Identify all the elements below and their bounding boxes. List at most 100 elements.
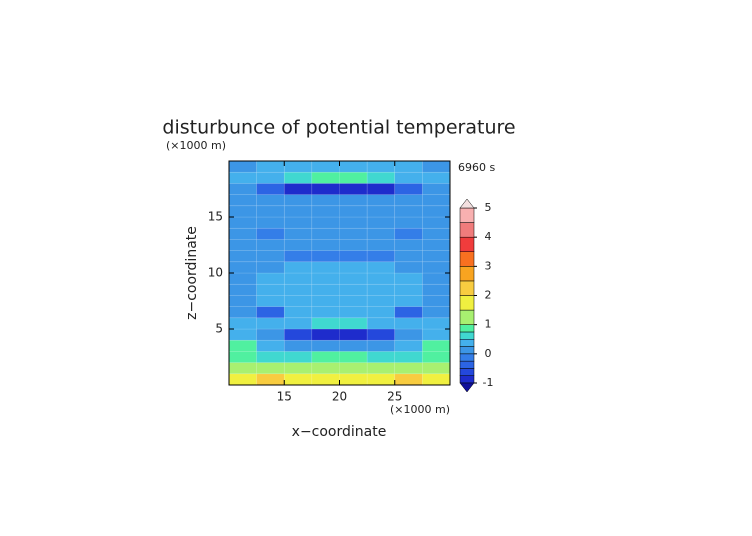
heat-cell: [256, 183, 285, 195]
heat-cell: [339, 194, 368, 207]
heat-cell: [283, 171, 313, 184]
heat-cell: [283, 183, 313, 195]
heat-cell: [256, 328, 285, 341]
heat-cell: [228, 317, 257, 330]
heat-cell: [394, 227, 423, 240]
heat-cell: [228, 272, 257, 285]
y-tick-label: 5: [215, 322, 223, 336]
colorbar-arrow-high: [459, 198, 475, 209]
heat-cell: [394, 317, 423, 330]
heat-cell: [256, 171, 285, 184]
colorbar-arrow-low: [459, 382, 475, 393]
heat-cell: [366, 205, 396, 218]
heat-cell: [422, 160, 451, 173]
heat-cell: [256, 194, 285, 207]
heat-cell: [394, 295, 423, 307]
heat-cell: [366, 306, 396, 319]
heat-cell: [311, 227, 340, 240]
heat-cell: [394, 183, 423, 195]
heat-cell: [366, 362, 396, 375]
heat-cell: [256, 339, 285, 352]
heat-cell: [311, 239, 340, 251]
heat-cell: [228, 205, 257, 218]
time-label: 6960 s: [458, 161, 495, 174]
heat-cell: [394, 339, 423, 352]
heat-cell: [422, 317, 451, 330]
heat-cell: [311, 194, 340, 207]
heat-cell: [283, 328, 313, 341]
y-tick-label: 15: [208, 210, 223, 224]
heat-cell: [422, 239, 451, 251]
heat-cell: [228, 339, 257, 352]
heat-cell: [256, 295, 285, 307]
heat-cell: [366, 160, 396, 173]
heat-cell: [256, 216, 285, 229]
heat-cell: [283, 216, 313, 229]
heat-cell: [283, 317, 313, 330]
heat-cell: [283, 362, 313, 375]
heat-cell: [311, 250, 340, 263]
heat-cell: [394, 250, 423, 263]
heat-cell: [311, 171, 340, 184]
colorbar-tick-label: 1: [485, 318, 492, 331]
chart-title: disturbunce of potential temperature: [162, 117, 515, 139]
heat-cell: [311, 183, 340, 195]
colorbar-band: [459, 266, 475, 282]
heat-cell: [366, 227, 396, 240]
heat-cell: [422, 362, 451, 375]
colorbar-band: [459, 375, 475, 384]
heat-cell: [422, 306, 451, 319]
heat-cell: [283, 306, 313, 319]
colorbar-band: [459, 331, 475, 340]
heat-cell: [339, 261, 368, 274]
heat-cell: [256, 283, 285, 296]
heat-cell: [394, 194, 423, 207]
heat-cell: [256, 205, 285, 218]
heat-cell: [366, 194, 396, 207]
heat-cell: [283, 272, 313, 285]
heat-cell: [256, 227, 285, 240]
y-axis-label: z−coordinate: [184, 226, 200, 320]
heat-cell: [339, 317, 368, 330]
heat-cell: [228, 239, 257, 251]
colorbar-tick-label: 5: [485, 201, 492, 214]
heat-cell: [394, 272, 423, 285]
heat-cell: [422, 339, 451, 352]
x-tick-label: 15: [277, 390, 292, 404]
heat-cell: [311, 295, 340, 307]
heat-cell: [228, 351, 257, 363]
heat-cell: [283, 295, 313, 307]
y-tick-label: 10: [208, 266, 223, 280]
heat-cell: [283, 227, 313, 240]
heat-cell: [228, 295, 257, 307]
heat-cell: [366, 250, 396, 263]
colorbar-band: [459, 207, 475, 223]
heat-cell: [366, 351, 396, 363]
heat-cell: [283, 339, 313, 352]
heat-cell: [422, 227, 451, 240]
heat-cell: [339, 306, 368, 319]
heat-cell: [339, 171, 368, 184]
heat-cell: [366, 183, 396, 195]
x-unit-label: (×1000 m): [390, 403, 450, 416]
heat-cell: [311, 160, 340, 173]
heat-cell: [422, 250, 451, 263]
heat-cell: [394, 328, 423, 341]
heat-cell: [256, 272, 285, 285]
colorbar-tick-label: 2: [485, 289, 492, 302]
heat-cell: [394, 362, 423, 375]
heat-cell: [311, 317, 340, 330]
heat-cell: [422, 328, 451, 341]
heat-cell: [339, 339, 368, 352]
heat-cell: [283, 160, 313, 173]
heat-cell: [228, 306, 257, 319]
heat-cell: [394, 306, 423, 319]
heat-cell: [422, 183, 451, 195]
colorbar-tick-label: 4: [485, 230, 492, 243]
heat-cell: [422, 194, 451, 207]
heat-cell: [256, 317, 285, 330]
heat-cell: [228, 250, 257, 263]
heat-cell: [394, 205, 423, 218]
heat-cell: [228, 216, 257, 229]
